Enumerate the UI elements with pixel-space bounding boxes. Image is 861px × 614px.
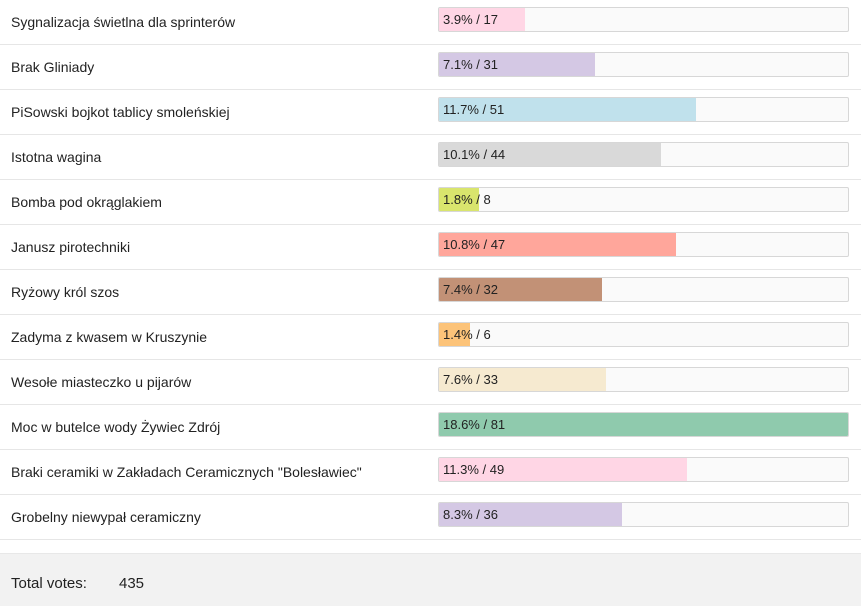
poll-option-row: Moc w butelce wody Żywiec Zdrój 18.6% / 8… <box>0 405 861 450</box>
poll-result-text: 10.1% / 44 <box>443 147 506 162</box>
poll-result-text: 18.6% / 81 <box>443 417 506 432</box>
poll-result-bar-fill <box>439 503 622 526</box>
total-votes-label: Total votes: <box>11 575 87 592</box>
poll-result-bar: 7.4% / 32 <box>438 277 849 302</box>
poll-option-label: Ryżowy król szos <box>11 284 120 300</box>
poll-option-row: Ryżowy król szos 7.4% / 32 <box>0 270 861 315</box>
poll-result-bar: 7.1% / 31 <box>438 52 849 77</box>
poll-option-row: Wesołe miasteczko u pijarów 7.6% / 33 <box>0 360 861 405</box>
poll-options-list: Sygnalizacja świetlna dla sprinterów 3.9%… <box>0 0 861 540</box>
poll-result-bar: 7.6% / 33 <box>438 367 849 392</box>
poll-option-label: Braki ceramiki w Zakładach Ceramicznych … <box>11 464 362 480</box>
poll-option-row: Brak Gliniady 7.1% / 31 <box>0 45 861 90</box>
poll-option-label: Wesołe miasteczko u pijarów <box>11 374 192 390</box>
poll-result-bar: 3.9% / 17 <box>438 7 849 32</box>
poll-option-label: Brak Gliniady <box>11 59 95 75</box>
poll-result-text: 10.8% / 47 <box>443 237 506 252</box>
poll-result-bar: 1.8% / 8 <box>438 187 849 212</box>
poll-result-bar-fill <box>439 53 595 76</box>
poll-result-bar: 18.6% / 81 <box>438 412 849 437</box>
poll-option-row: Zadyma z kwasem w Kruszynie 1.4% / 6 <box>0 315 861 360</box>
poll-result-text: 1.8% / 8 <box>443 192 491 207</box>
poll-option-row: Bomba pod okrąglakiem 1.8% / 8 <box>0 180 861 225</box>
poll-result-bar: 11.3% / 49 <box>438 457 849 482</box>
poll-option-label: PiSowski bojkot tablicy smoleńskiej <box>11 104 230 120</box>
poll-result-text: 7.4% / 32 <box>443 282 498 297</box>
poll-result-bar: 11.7% / 51 <box>438 97 849 122</box>
poll-result-bar: 10.8% / 47 <box>438 232 849 257</box>
poll-result-text: 8.3% / 36 <box>443 507 498 522</box>
poll-option-label: Grobelny niewypał ceramiczny <box>11 509 201 525</box>
poll-option-label: Bomba pod okrąglakiem <box>11 194 162 210</box>
poll-result-bar-fill <box>439 188 479 211</box>
poll-result-bar-fill <box>439 8 525 31</box>
poll-result-text: 1.4% / 6 <box>443 327 491 342</box>
poll-result-bar-fill <box>439 458 687 481</box>
poll-result-text: 11.7% / 51 <box>443 102 505 117</box>
poll-result-bar: 8.3% / 36 <box>438 502 849 527</box>
poll-result-text: 3.9% / 17 <box>443 12 498 27</box>
poll-footer: Total votes: 435 <box>0 553 861 606</box>
poll-option-label: Sygnalizacja świetlna dla sprinterów <box>11 14 236 30</box>
poll-option-label: Zadyma z kwasem w Kruszynie <box>11 329 208 345</box>
poll-option-label: Moc w butelce wody Żywiec Zdrój <box>11 419 221 435</box>
poll-result-bar-fill <box>439 278 602 301</box>
poll-option-row: Janusz pirotechniki 10.8% / 47 <box>0 225 861 270</box>
poll-result-text: 7.1% / 31 <box>443 57 498 72</box>
poll-option-label: Janusz pirotechniki <box>11 239 131 255</box>
total-votes-value: 435 <box>119 575 145 592</box>
poll-option-row: Sygnalizacja świetlna dla sprinterów 3.9%… <box>0 0 861 45</box>
poll-result-bar: 1.4% / 6 <box>438 322 849 347</box>
poll-result-bar-fill <box>439 233 676 256</box>
poll-option-label: Istotna wagina <box>11 149 102 165</box>
poll-option-row: Istotna wagina 10.1% / 44 <box>0 135 861 180</box>
poll-result-bar: 10.1% / 44 <box>438 142 849 167</box>
poll-result-bar-fill <box>439 413 848 436</box>
poll-result-text: 11.3% / 49 <box>443 462 505 477</box>
poll-option-row: Grobelny niewypał ceramiczny 8.3% / 36 <box>0 495 861 540</box>
poll-result-bar-fill <box>439 368 606 391</box>
poll-option-row: PiSowski bojkot tablicy smoleńskiej 11.7%… <box>0 90 861 135</box>
poll-option-row: Braki ceramiki w Zakładach Ceramicznych … <box>0 450 861 495</box>
poll-result-bar-fill <box>439 323 470 346</box>
poll-result-text: 7.6% / 33 <box>443 372 498 387</box>
poll-result-bar-fill <box>439 98 696 121</box>
poll-result-bar-fill <box>439 143 661 166</box>
